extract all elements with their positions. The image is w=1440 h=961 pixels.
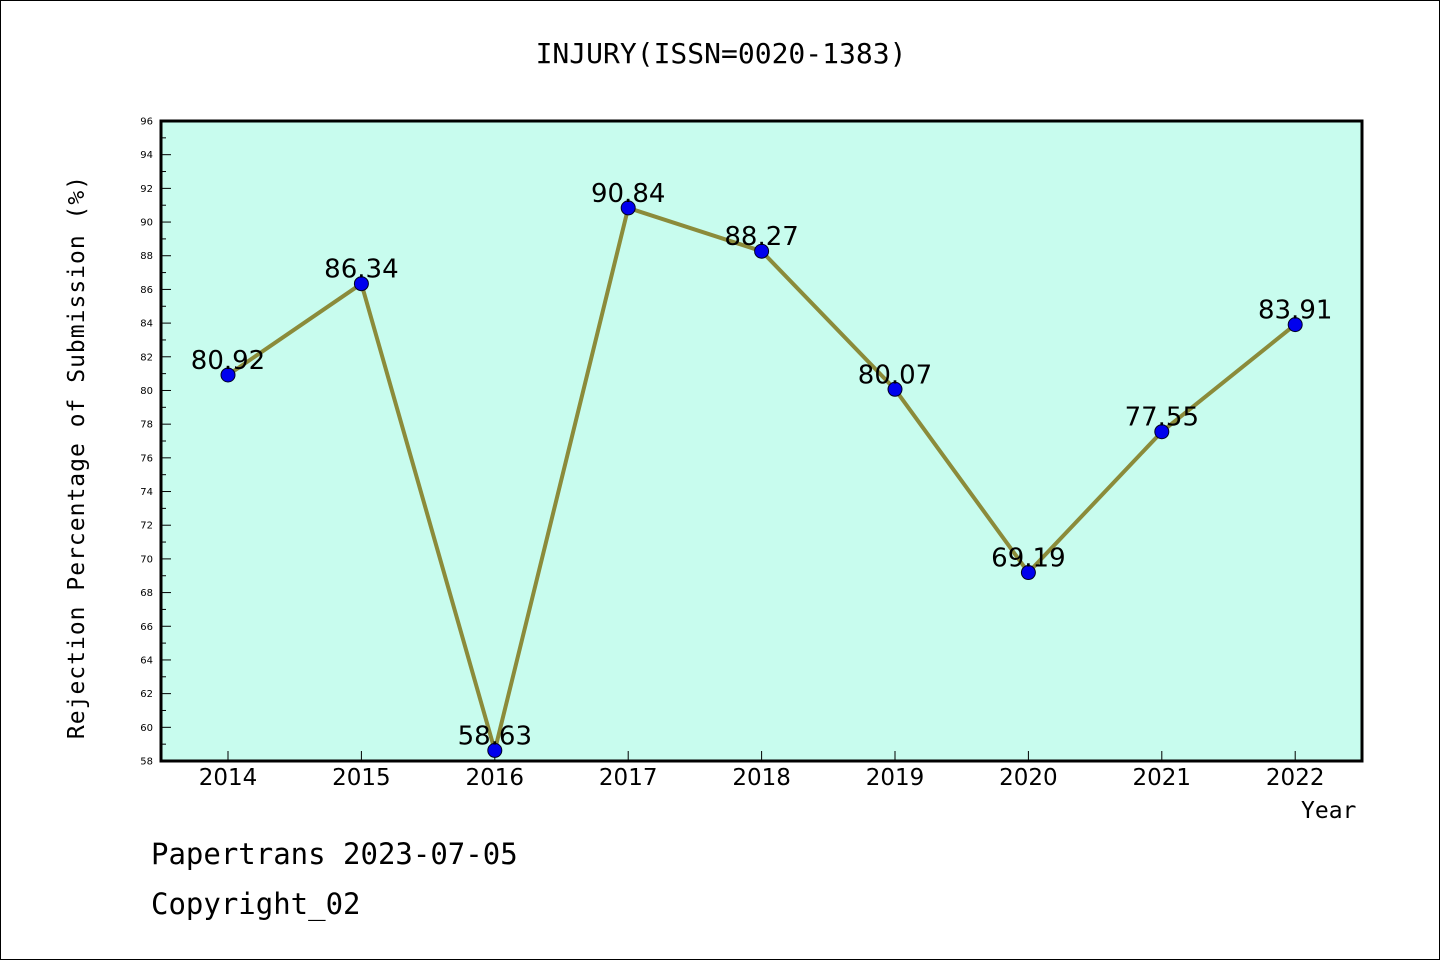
y-tick-label-82: 82 [140, 352, 153, 363]
plot-background [161, 121, 1362, 761]
x-tick-label-2017: 2017 [599, 765, 658, 791]
x-axis-label: Year [1301, 798, 1357, 824]
x-tick-label-2021: 2021 [1133, 765, 1192, 791]
x-tick-label-2016: 2016 [466, 765, 525, 791]
y-tick-label-58: 58 [140, 757, 153, 768]
y-tick-label-66: 66 [140, 622, 153, 633]
data-point-2021 [1154, 424, 1170, 440]
y-tick-label-86: 86 [140, 285, 153, 296]
y-tick-label-62: 62 [140, 689, 153, 700]
y-tick-label-96: 96 [140, 117, 153, 128]
y-tick-label-92: 92 [140, 184, 153, 195]
x-tick-label-2018: 2018 [732, 765, 791, 791]
y-tick-label-88: 88 [140, 251, 153, 262]
data-point-2020 [1020, 565, 1036, 581]
y-tick-label-60: 60 [140, 723, 153, 734]
data-point-2019 [887, 381, 903, 397]
x-tick-label-2020: 2020 [999, 765, 1058, 791]
y-tick-label-70: 70 [140, 554, 153, 565]
y-tick-label-64: 64 [140, 655, 153, 666]
data-label-2017: 90.84 [591, 179, 665, 209]
data-label-2018: 88.27 [724, 222, 798, 252]
data-label-2019: 80.07 [858, 360, 932, 390]
data-label-2015: 86.34 [324, 255, 398, 285]
y-tick-label-74: 74 [140, 487, 153, 498]
x-tick-label-2015: 2015 [332, 765, 391, 791]
data-label-2020: 69.19 [991, 544, 1065, 574]
data-point-2016 [487, 742, 503, 758]
y-tick-label-90: 90 [140, 218, 153, 229]
data-point-2022 [1287, 317, 1303, 333]
y-tick-label-80: 80 [140, 386, 153, 397]
y-tick-label-76: 76 [140, 453, 153, 464]
x-tick-label-2022: 2022 [1266, 765, 1325, 791]
chart-title: INJURY(ISSN=0020-1383) [535, 37, 907, 70]
data-point-2018 [754, 243, 770, 259]
data-point-2017 [620, 200, 636, 216]
y-tick-label-94: 94 [140, 150, 153, 161]
plot-frame [159, 119, 1364, 763]
data-label-2014: 80.92 [191, 346, 265, 376]
y-tick-label-68: 68 [140, 588, 153, 599]
y-tick-label-78: 78 [140, 420, 153, 431]
x-tick-label-2014: 2014 [199, 765, 258, 791]
x-tick-label-2019: 2019 [866, 765, 925, 791]
data-point-2015 [353, 276, 369, 292]
data-point-2014 [220, 367, 236, 383]
y-tick-label-72: 72 [140, 521, 153, 532]
data-label-2021: 77.55 [1125, 403, 1199, 433]
data-label-2016: 58.63 [458, 721, 532, 751]
data-label-2022: 83.91 [1258, 296, 1332, 326]
footer-date: Papertrans 2023-07-05 [151, 837, 518, 871]
footer-copyright: Copyright_02 [151, 887, 361, 921]
y-tick-label-84: 84 [140, 319, 153, 330]
